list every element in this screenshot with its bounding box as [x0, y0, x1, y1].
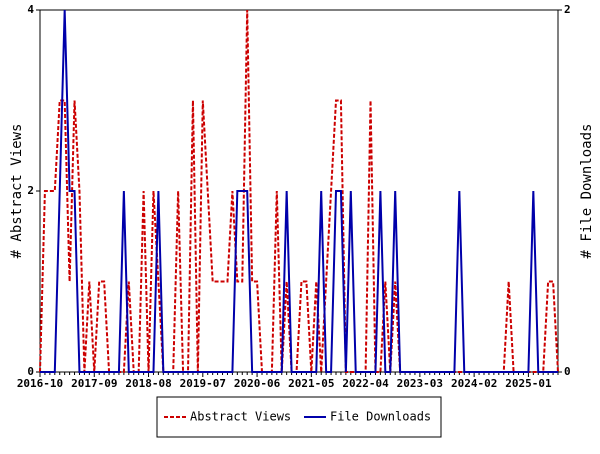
x-tick-label: 2025-01	[505, 377, 552, 390]
x-tick-label: 2017-09	[71, 377, 117, 390]
x-tick-label: 2019-07	[180, 377, 226, 390]
x-tick-label: 2023-03	[397, 377, 443, 390]
x-tick-label: 2021-05	[288, 377, 334, 390]
y-axis-label: # Abstract Views	[9, 124, 25, 259]
y-tick-label: 2	[27, 184, 34, 197]
x-tick-label: 2020-06	[234, 377, 281, 390]
x-tick-label: 2016-10	[17, 377, 63, 390]
y-tick-label: 4	[27, 3, 34, 16]
series-line	[40, 9, 558, 373]
y-tick-label: 0	[27, 365, 34, 378]
y2-axis-label: # File Downloads	[579, 124, 595, 259]
series-line	[39, 9, 559, 373]
legend-box	[156, 396, 442, 438]
plot-frame	[39, 9, 559, 373]
y2-tick-label: 2	[564, 3, 571, 16]
x-tick-label: 2024-02	[451, 377, 497, 390]
x-tick-label: 2018-08	[125, 377, 171, 390]
legend-label: Abstract Views	[190, 410, 291, 424]
y2-tick-label: 0	[564, 365, 571, 378]
legend-label: File Downloads	[330, 410, 431, 424]
x-tick-label: 2022-04	[342, 377, 389, 390]
